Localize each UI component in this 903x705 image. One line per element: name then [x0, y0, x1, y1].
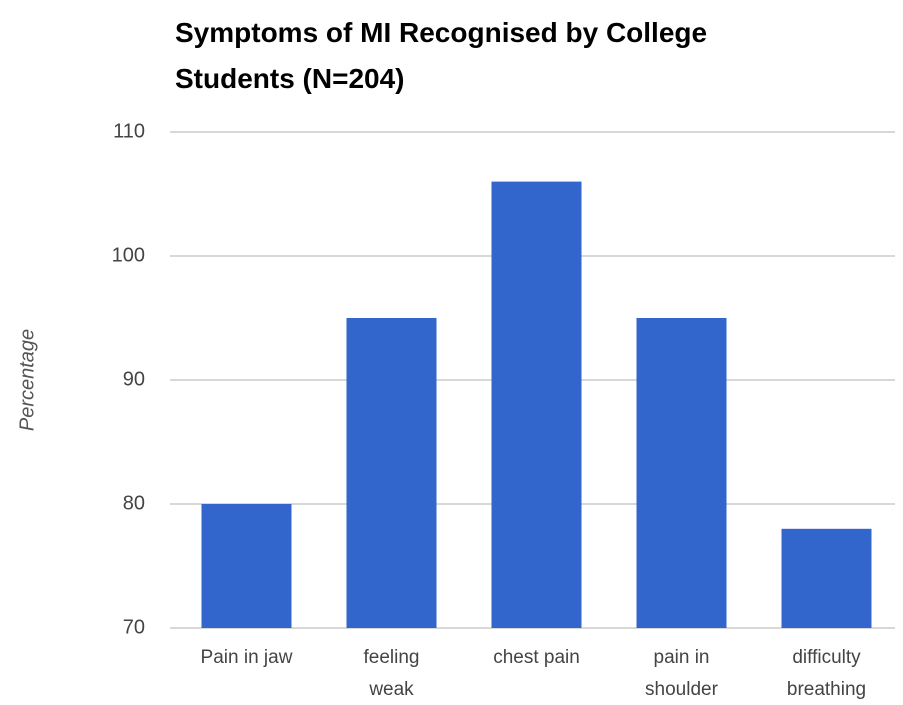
x-tick-label: chest pain	[493, 647, 580, 668]
bar	[636, 318, 727, 628]
y-tick-label: 100	[112, 244, 145, 266]
y-tick-label: 110	[113, 120, 145, 142]
bar	[781, 528, 872, 628]
bar	[491, 181, 582, 628]
x-tick-label: difficulty breathing	[787, 647, 866, 700]
x-tick-label: pain in shoulder	[645, 647, 719, 700]
y-tick-label: 90	[123, 368, 145, 390]
y-tick-label: 80	[123, 492, 145, 514]
y-axis-label: Percentage	[16, 329, 38, 431]
chart-title: Symptoms of MI Recognised by College Stud…	[175, 17, 707, 94]
bar	[201, 504, 292, 628]
bar	[346, 318, 437, 628]
x-tick-label: feeling weak	[364, 647, 420, 700]
x-tick-label: Pain in jaw	[201, 647, 293, 668]
y-tick-label: 70	[123, 616, 145, 638]
